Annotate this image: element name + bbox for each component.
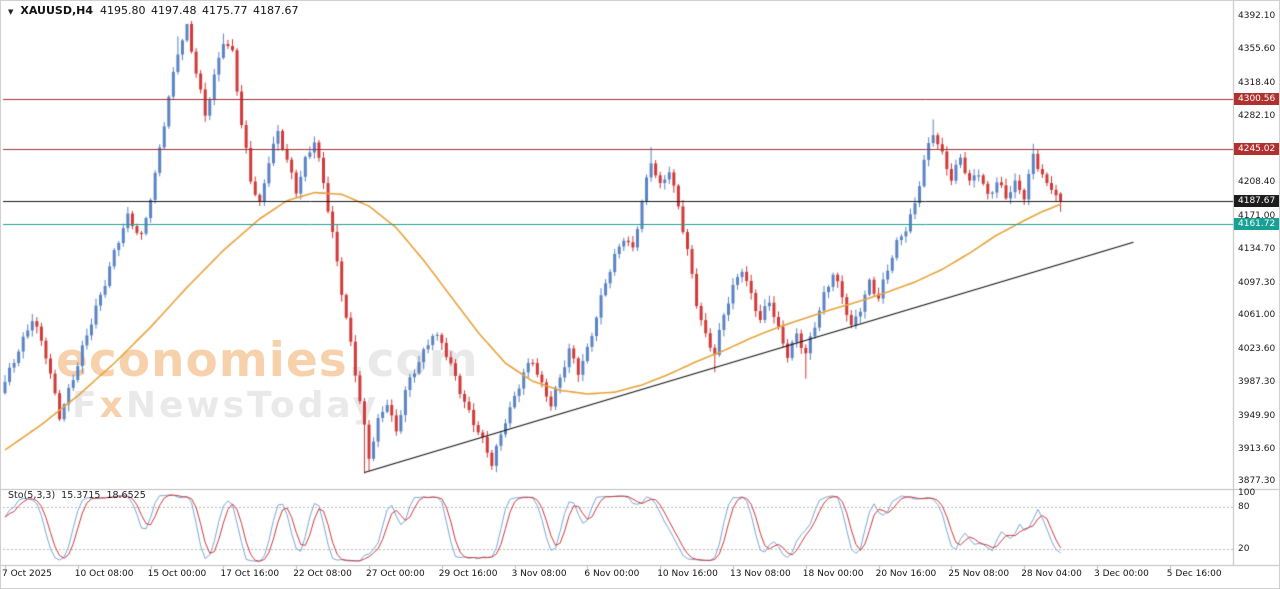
time-axis-label: 27 Oct 00:00: [366, 569, 425, 579]
time-axis-label: 15 Oct 00:00: [147, 569, 207, 579]
time-axis-label: 3 Nov 08:00: [511, 569, 567, 579]
price-axis-label: 4023.60: [1238, 344, 1276, 355]
stochastic-indicator-label: Sto(5,3,3) 15.3715 18.6525: [8, 490, 146, 501]
price-axis-label: 4171.00: [1238, 211, 1276, 222]
price-level-badge: 4245.02: [1234, 143, 1279, 156]
price-axis-label: 3877.30: [1238, 476, 1276, 487]
symbol-timeframe-label: XAUUSD,H4: [20, 4, 94, 17]
time-axis-label: 13 Nov 08:00: [730, 569, 791, 579]
time-axis-label: 29 Oct 16:00: [438, 569, 498, 579]
time-axis-label: 6 Nov 00:00: [584, 569, 640, 579]
price-axis-label: 3913.60: [1238, 443, 1276, 454]
price-axis-label: 4318.40: [1238, 77, 1276, 88]
time-axis-label: 10 Oct 08:00: [74, 569, 134, 579]
price-axis-label: 4097.30: [1238, 277, 1276, 288]
time-axis-label: 10 Nov 16:00: [657, 569, 718, 579]
time-axis-label: 3 Dec 00:00: [1094, 569, 1149, 579]
stochastic-d-value: 18.6525: [106, 490, 146, 501]
time-axis-label: 28 Nov 04:00: [1021, 569, 1082, 579]
time-axis-label: 7 Oct 2025: [2, 569, 52, 579]
time-axis-label: 22 Oct 08:00: [293, 569, 352, 579]
time-axis-label: 17 Oct 16:00: [220, 569, 280, 579]
price-axis-label: 4208.40: [1238, 177, 1276, 188]
price-axis-label: 4282.10: [1238, 110, 1276, 121]
stochastic-axis-label: 20: [1238, 544, 1250, 554]
time-axis-label: 20 Nov 16:00: [875, 569, 937, 579]
time-axis-label: 25 Nov 08:00: [948, 569, 1010, 579]
price-level-badge: 4187.67: [1234, 194, 1279, 207]
symbol-dropdown-icon[interactable]: ▼: [8, 7, 14, 16]
price-axis-label: 3987.30: [1238, 376, 1276, 387]
indicator-name: Sto(5,3,3): [8, 490, 56, 501]
time-axis-label: 5 Dec 16:00: [1166, 569, 1222, 579]
price-axis-label: 4134.70: [1238, 243, 1276, 254]
stochastic-k-value: 15.3715: [61, 490, 101, 501]
stochastic-axis-label: 80: [1238, 502, 1250, 512]
chart-title: ▼ XAUUSD,H4 4195.80 4197.48 4175.77 4187…: [8, 4, 298, 17]
price-axis[interactable]: 4392.10 4355.60 4318.40 4300.56 4282.10 4245.…: [1234, 1, 1279, 588]
time-axis[interactable]: 7 Oct 2025 10 Oct 08:00 15 Oct 00:00 17 Oct…: [1, 567, 1233, 588]
price-axis-label: 3949.90: [1238, 410, 1276, 421]
price-level-badge: 4300.56: [1234, 93, 1279, 105]
price-axis-label: 4392.10: [1238, 11, 1276, 22]
price-axis-label: 4061.00: [1238, 310, 1276, 321]
time-axis-label: 18 Nov 00:00: [802, 569, 864, 579]
price-level-badge: 4161.72: [1234, 218, 1279, 231]
price-axis-label: 4355.60: [1238, 44, 1276, 55]
stochastic-axis-label: 100: [1238, 488, 1256, 498]
ohlc-values: 4195.80 4197.48 4175.77 4187.67: [100, 4, 299, 17]
